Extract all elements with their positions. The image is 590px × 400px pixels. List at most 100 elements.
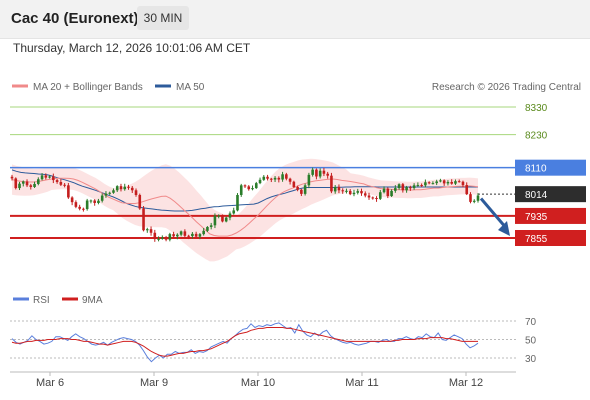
rsi-line <box>11 322 479 363</box>
candle <box>345 188 348 194</box>
candle <box>217 214 220 219</box>
candle-body <box>348 190 352 195</box>
candle <box>322 167 326 177</box>
candle-body <box>18 183 21 189</box>
candle <box>18 181 21 191</box>
candle <box>348 189 352 196</box>
candle-body <box>360 191 363 194</box>
candle-body <box>10 176 14 179</box>
candle <box>187 234 190 240</box>
rsi-tick-label: 50 <box>525 336 537 347</box>
candle-body <box>176 234 179 237</box>
candle-body <box>281 174 284 180</box>
candle <box>224 216 228 223</box>
support-level-label: 7935 <box>525 212 548 223</box>
candle-body <box>127 186 130 188</box>
candle-body <box>431 183 435 185</box>
candle-body <box>145 229 149 231</box>
candlesticks <box>10 167 480 242</box>
candle-body <box>307 174 311 186</box>
candle <box>14 177 18 190</box>
candle-body <box>123 186 127 190</box>
candle-body <box>476 195 480 201</box>
candle <box>258 177 262 185</box>
candle <box>435 179 438 186</box>
candle <box>446 180 450 186</box>
candle-body <box>161 237 164 239</box>
candle <box>472 199 476 204</box>
candle-body <box>93 200 96 203</box>
candle-body <box>296 186 299 190</box>
candle-body <box>254 183 258 189</box>
candle-body <box>375 198 378 200</box>
candle <box>300 188 303 197</box>
forecast-arrow-shaft <box>479 197 509 230</box>
candle-body <box>273 177 277 180</box>
candle-body <box>394 188 397 191</box>
ma20-legend-label: MA 20 + Bollinger Bands <box>33 82 143 93</box>
candle <box>82 207 85 212</box>
candle <box>236 193 239 212</box>
candle-body <box>292 181 296 187</box>
candle-body <box>341 190 345 192</box>
forecast-arrow <box>479 197 510 236</box>
candle <box>164 235 168 242</box>
candle <box>221 214 224 223</box>
candle-body <box>40 175 44 180</box>
candle-body <box>59 182 63 185</box>
candle-body <box>315 169 318 177</box>
candle-body <box>164 237 168 240</box>
candle <box>476 193 480 203</box>
candle <box>78 204 81 211</box>
candle <box>390 189 393 197</box>
candle-body <box>405 187 408 191</box>
x-axis-tick-label: Mar 9 <box>140 377 168 389</box>
bollinger-bands <box>12 158 478 262</box>
x-axis-tick-label: Mar 6 <box>36 377 64 389</box>
candle <box>465 182 469 196</box>
candle-body <box>130 187 134 191</box>
candle-body <box>303 185 307 194</box>
candle-body <box>134 190 138 195</box>
candle <box>112 188 115 194</box>
candle <box>29 183 33 190</box>
candle <box>442 179 446 186</box>
candle-body <box>52 176 55 181</box>
x-axis-tick-label: Mar 12 <box>449 377 483 389</box>
current-price-badge <box>515 186 586 203</box>
candle-body <box>48 176 51 178</box>
forecast-arrow-head <box>498 221 510 236</box>
candle-body <box>356 191 360 193</box>
timeframe-button[interactable]: 30 MIN <box>137 6 189 30</box>
candle-body <box>427 182 431 184</box>
candle-body <box>397 184 401 189</box>
candle <box>33 181 36 188</box>
candle-body <box>228 213 232 218</box>
candle <box>273 176 277 182</box>
candle <box>243 184 247 189</box>
candle <box>232 207 236 215</box>
candle-body <box>454 181 457 184</box>
candle-body <box>198 234 202 237</box>
rsi-panel: 70 50 30 <box>10 317 537 365</box>
candle-body <box>191 233 194 237</box>
rsi-legend-label: RSI <box>33 295 50 306</box>
candle-body <box>202 230 205 235</box>
candle-body <box>367 195 371 198</box>
candle-body <box>258 179 262 184</box>
candle-body <box>412 185 416 189</box>
candle-body <box>247 186 251 190</box>
chart-timestamp: Thursday, March 12, 2026 10:01:06 AM CET <box>13 41 251 55</box>
candle-body <box>239 185 243 195</box>
support-level-badge <box>515 207 586 224</box>
chart-title: Cac 40 (Euronext) <box>11 10 139 27</box>
candle-body <box>138 194 142 209</box>
candle-body <box>285 174 288 179</box>
current-price-label: 8014 <box>525 190 548 201</box>
candle-body <box>457 181 461 183</box>
candle <box>318 168 322 179</box>
candle <box>70 196 74 206</box>
candle-body <box>217 215 220 217</box>
candle <box>337 184 341 194</box>
